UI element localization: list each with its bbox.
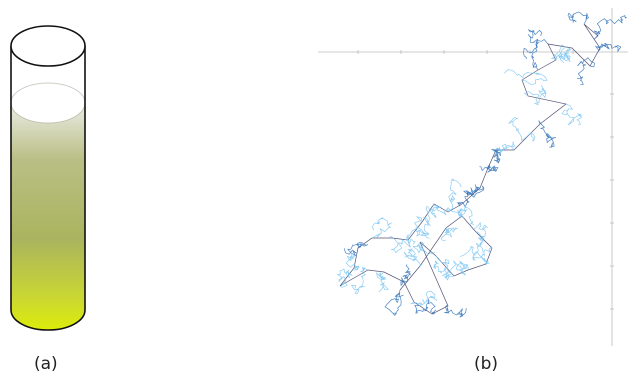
- trajectory-cluster: [508, 116, 536, 142]
- trajectory-cluster: [433, 255, 450, 274]
- panel-label-a: (a): [34, 354, 58, 374]
- trajectory-cluster: [414, 299, 437, 315]
- trajectory-cluster: [405, 226, 430, 241]
- trajectory-jump-path: [339, 23, 601, 315]
- trajectory-cluster: [345, 253, 360, 272]
- trajectory-cluster: [527, 29, 549, 47]
- liquid-surface-front: [10, 102, 86, 124]
- trajectory-cluster: [429, 203, 465, 218]
- trajectory-cluster: [414, 205, 431, 235]
- trajectory-cluster: [389, 236, 416, 254]
- trajectory-cluster: [538, 120, 556, 148]
- trajectory-cluster: [493, 141, 516, 154]
- trajectory-cluster: [577, 57, 595, 86]
- trajectory-cluster: [471, 251, 490, 266]
- trajectory-jumps: [339, 23, 601, 315]
- trajectory-cluster: [371, 217, 392, 239]
- trajectory-cluster: [444, 305, 467, 318]
- trajectory-cluster: [594, 42, 622, 52]
- trajectory-cluster: [593, 15, 628, 40]
- trajectory-cluster: [553, 52, 571, 63]
- trajectory-cluster: [471, 221, 488, 242]
- trajectory-cluster: [447, 178, 462, 213]
- tube-bottom: [10, 309, 86, 331]
- trajectory-cluster: [400, 264, 411, 287]
- tube-liquid: [11, 103, 85, 330]
- trajectory-cluster: [524, 85, 547, 106]
- random-walk-plot: [318, 8, 628, 346]
- trajectory-cluster: [455, 260, 469, 276]
- trajectory-cluster: [460, 240, 493, 257]
- test-tube: [10, 25, 86, 331]
- trajectory-cluster: [375, 271, 389, 293]
- trajectory-cluster: [457, 207, 474, 226]
- trajectory-cluster: [456, 184, 479, 208]
- trajectory-cluster: [567, 11, 589, 25]
- trajectory-clusters: [336, 11, 628, 318]
- panel-label-b: (b): [474, 354, 499, 374]
- trajectory-cluster: [441, 260, 463, 281]
- trajectory-cluster: [384, 289, 404, 316]
- trajectory-cluster: [343, 241, 369, 257]
- trajectory-cluster: [504, 69, 548, 86]
- trajectory-cluster: [491, 148, 501, 164]
- trajectory-cluster: [403, 248, 422, 267]
- trajectory-cluster: [410, 290, 438, 306]
- trajectory-cluster: [336, 268, 353, 288]
- tube-opening: [10, 25, 86, 67]
- y-axis-ticks: [610, 93, 614, 310]
- trajectory-cluster: [463, 185, 485, 198]
- trajectory-cluster: [440, 227, 459, 242]
- liquid-surface: [10, 82, 86, 104]
- trajectory-cluster: [523, 44, 539, 71]
- trajectory-cluster: [350, 266, 369, 295]
- trajectory-cluster: [561, 103, 583, 126]
- x-axis-ticks: [357, 50, 574, 54]
- trajectory-cluster: [479, 164, 499, 173]
- trajectory-cluster: [412, 241, 436, 256]
